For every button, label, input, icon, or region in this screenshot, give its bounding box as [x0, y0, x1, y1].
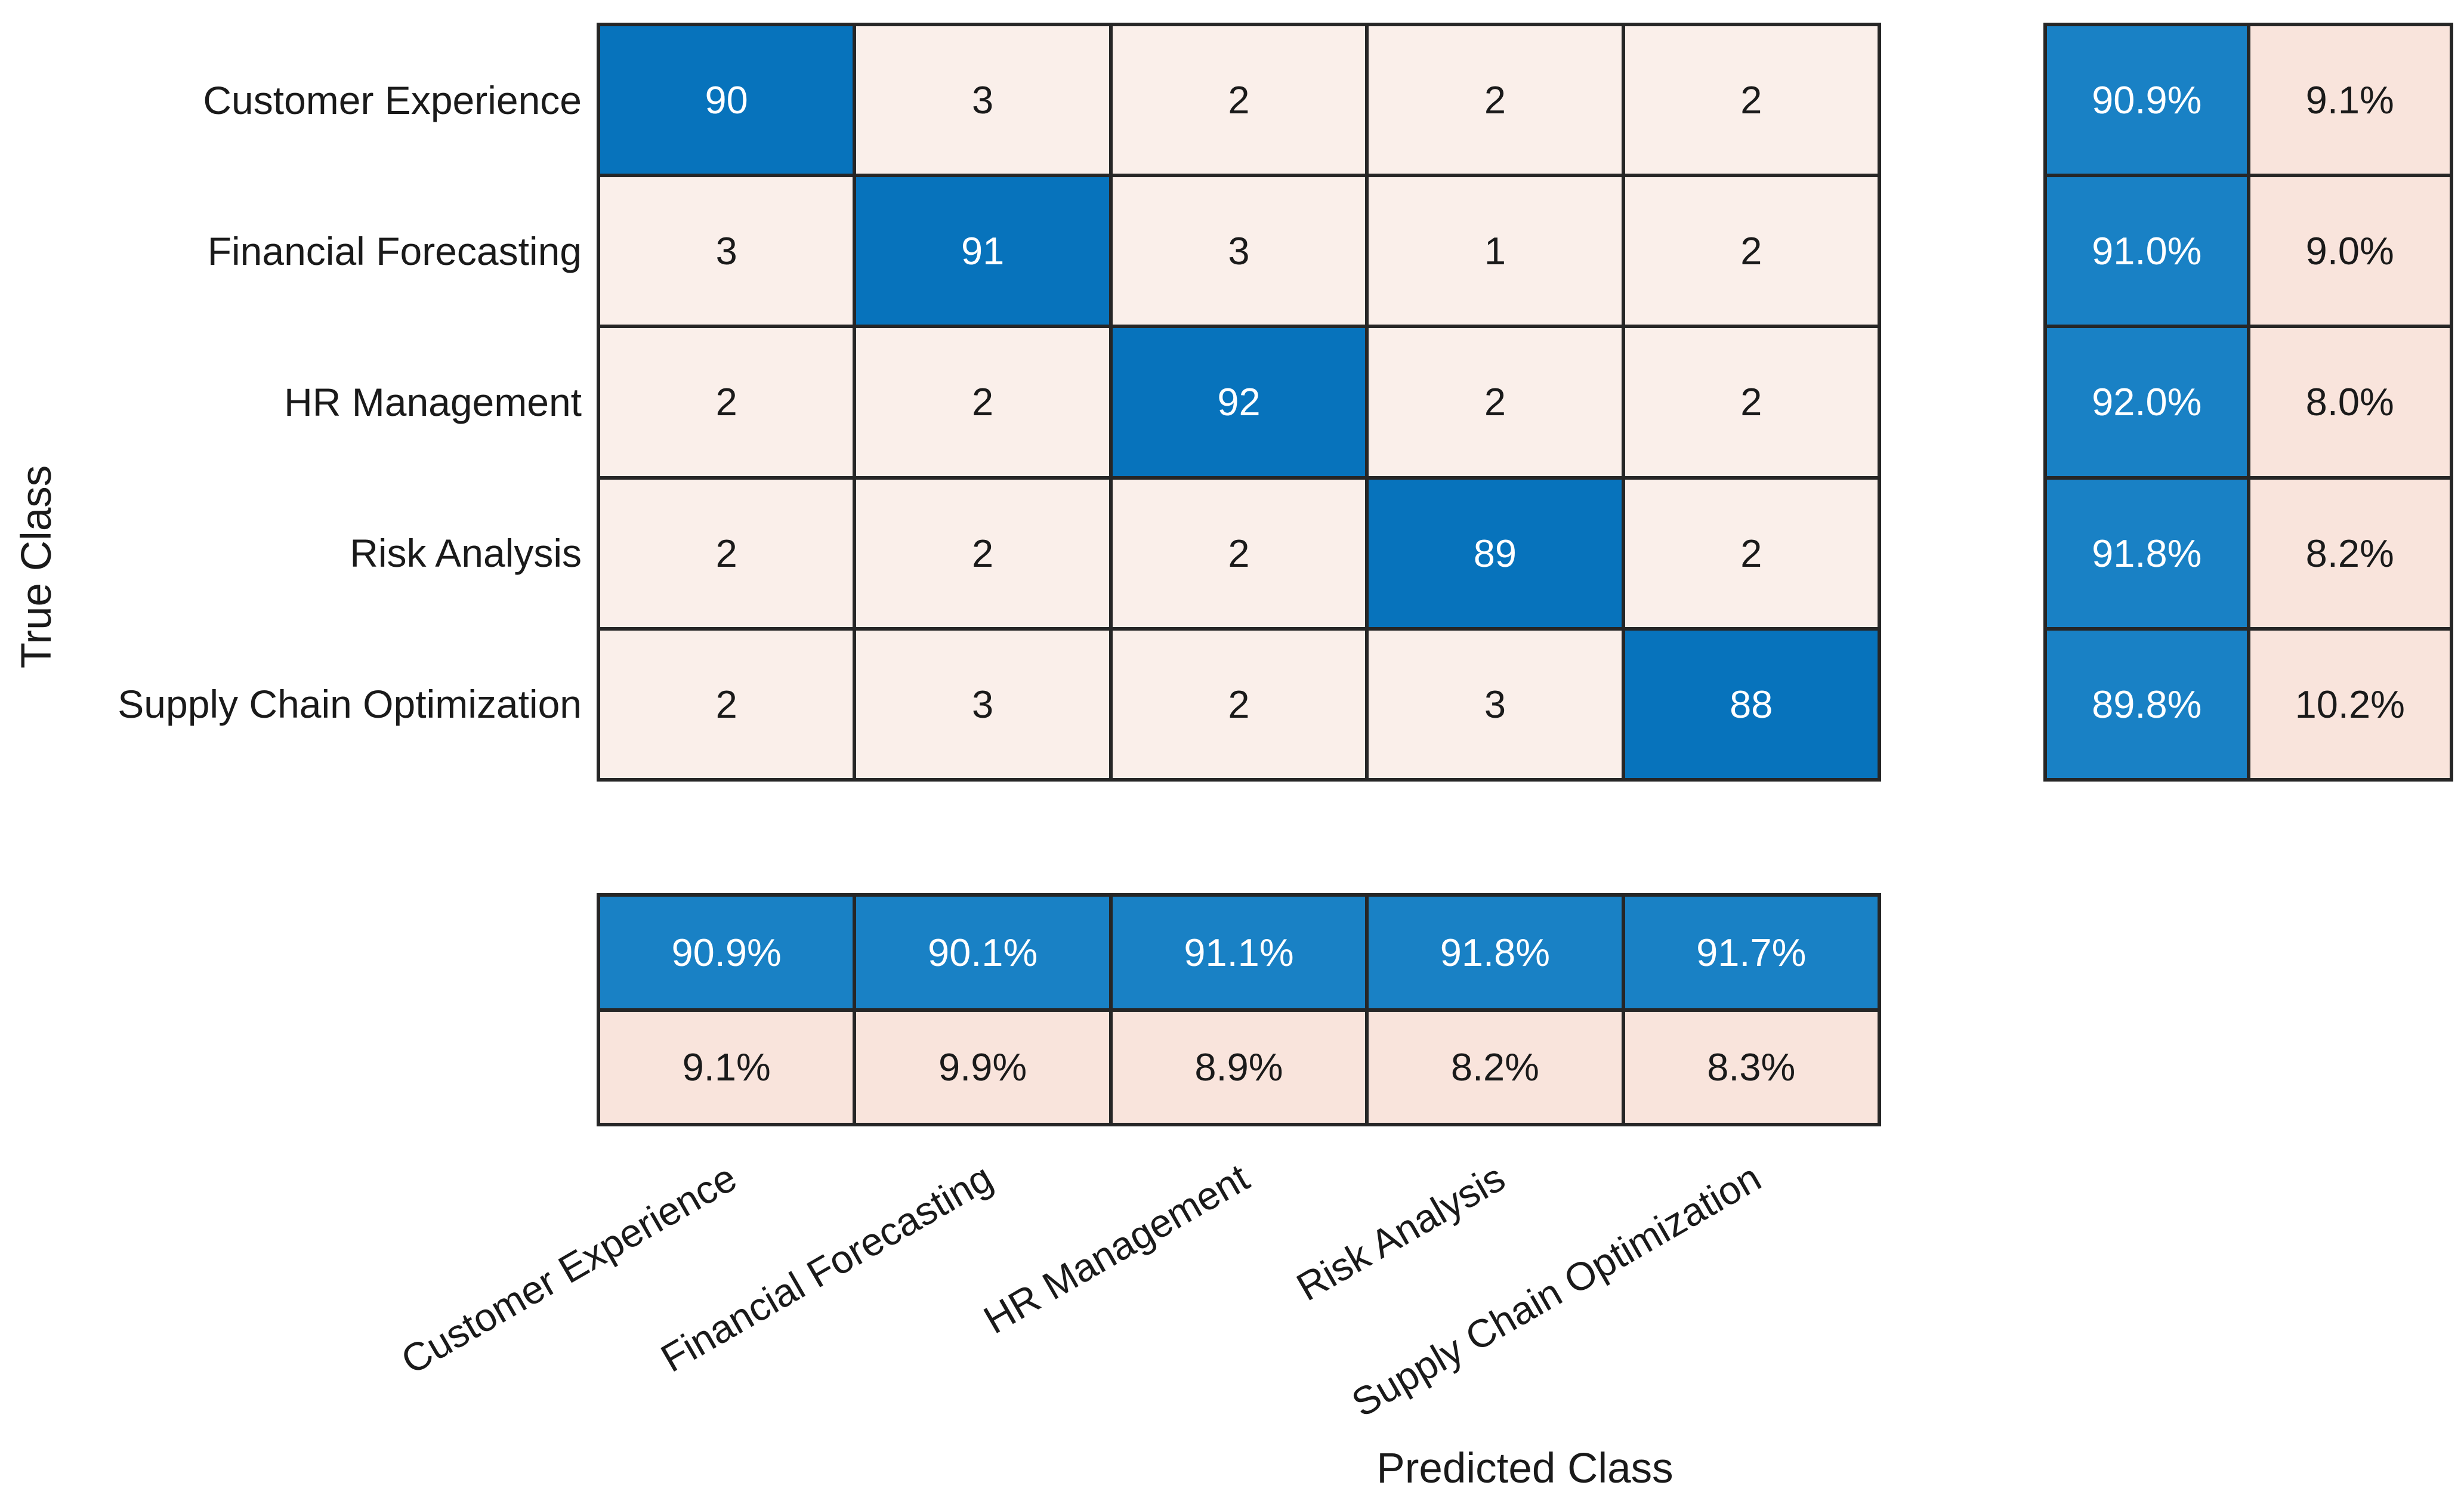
- col-summary-correct-c2: 90.1%: [856, 897, 1109, 1008]
- row-summary-incorrect-r5: 10.2%: [2250, 630, 2450, 778]
- row-summary-grid: 90.9% 9.1% 91.0% 9.0% 92.0% 8.0% 91.8% 8…: [2043, 23, 2453, 782]
- row-summary-correct-r5: 89.8%: [2047, 630, 2247, 778]
- matrix-cell-r3c4: 2: [1369, 328, 1622, 476]
- matrix-cell-r1c5: 2: [1625, 26, 1878, 174]
- confusion-matrix-grid: 90 3 2 2 2 3 91 3 1 2 2 2 92 2 2 2 2 2 8…: [597, 23, 1881, 782]
- matrix-cell-r1c2: 3: [856, 26, 1109, 174]
- matrix-cell-r2c1: 3: [600, 177, 853, 325]
- row-summary-incorrect-r1: 9.1%: [2250, 26, 2450, 174]
- col-summary-correct-c4: 91.8%: [1369, 897, 1622, 1008]
- x-tick-label: Customer Experience: [393, 1154, 744, 1383]
- matrix-cell-r5c1: 2: [600, 630, 853, 778]
- col-summary-incorrect-c1: 9.1%: [600, 1011, 853, 1123]
- matrix-cell-r4c4: 89: [1369, 479, 1622, 627]
- matrix-cell-r4c2: 2: [856, 479, 1109, 627]
- matrix-cell-r3c5: 2: [1625, 328, 1878, 476]
- column-summary-grid: 90.9% 90.1% 91.1% 91.8% 91.7% 9.1% 9.9% …: [597, 893, 1881, 1126]
- row-summary-incorrect-r4: 8.2%: [2250, 479, 2450, 627]
- col-summary-incorrect-c2: 9.9%: [856, 1011, 1109, 1123]
- col-summary-correct-c5: 91.7%: [1625, 897, 1878, 1008]
- matrix-cell-r5c5: 88: [1625, 630, 1878, 778]
- row-summary-correct-r2: 91.0%: [2047, 177, 2247, 325]
- y-tick-label: Supply Chain Optimization: [118, 682, 582, 727]
- matrix-cell-r1c4: 2: [1369, 26, 1622, 174]
- col-summary-incorrect-c3: 8.9%: [1112, 1011, 1366, 1123]
- y-tick-label: HR Management: [284, 380, 582, 424]
- y-tick-label: Customer Experience: [203, 78, 582, 122]
- matrix-cell-r1c3: 2: [1112, 26, 1366, 174]
- matrix-cell-r5c3: 2: [1112, 630, 1366, 778]
- x-axis-title: Predicted Class: [1376, 1445, 1673, 1492]
- y-tick-label: Risk Analysis: [350, 531, 582, 576]
- matrix-cell-r2c3: 3: [1112, 177, 1366, 325]
- col-summary-correct-c1: 90.9%: [600, 897, 853, 1008]
- y-tick-label: Financial Forecasting: [207, 228, 582, 273]
- matrix-cell-r4c1: 2: [600, 479, 853, 627]
- col-summary-incorrect-c4: 8.2%: [1369, 1011, 1622, 1123]
- col-summary-correct-c3: 91.1%: [1112, 897, 1366, 1008]
- matrix-cell-r4c5: 2: [1625, 479, 1878, 627]
- matrix-cell-r2c5: 2: [1625, 177, 1878, 325]
- matrix-cell-r5c4: 3: [1369, 630, 1622, 778]
- matrix-cell-r3c1: 2: [600, 328, 853, 476]
- matrix-cell-r2c2: 91: [856, 177, 1109, 325]
- row-summary-incorrect-r3: 8.0%: [2250, 328, 2450, 476]
- row-summary-correct-r1: 90.9%: [2047, 26, 2247, 174]
- row-summary-correct-r4: 91.8%: [2047, 479, 2247, 627]
- matrix-cell-r4c3: 2: [1112, 479, 1366, 627]
- col-summary-incorrect-c5: 8.3%: [1625, 1011, 1878, 1123]
- row-summary-incorrect-r2: 9.0%: [2250, 177, 2450, 325]
- matrix-cell-r1c1: 90: [600, 26, 853, 174]
- matrix-cell-r5c2: 3: [856, 630, 1109, 778]
- matrix-cell-r3c2: 2: [856, 328, 1109, 476]
- row-summary-correct-r3: 92.0%: [2047, 328, 2247, 476]
- matrix-cell-r2c4: 1: [1369, 177, 1622, 325]
- matrix-cell-r3c3: 92: [1112, 328, 1366, 476]
